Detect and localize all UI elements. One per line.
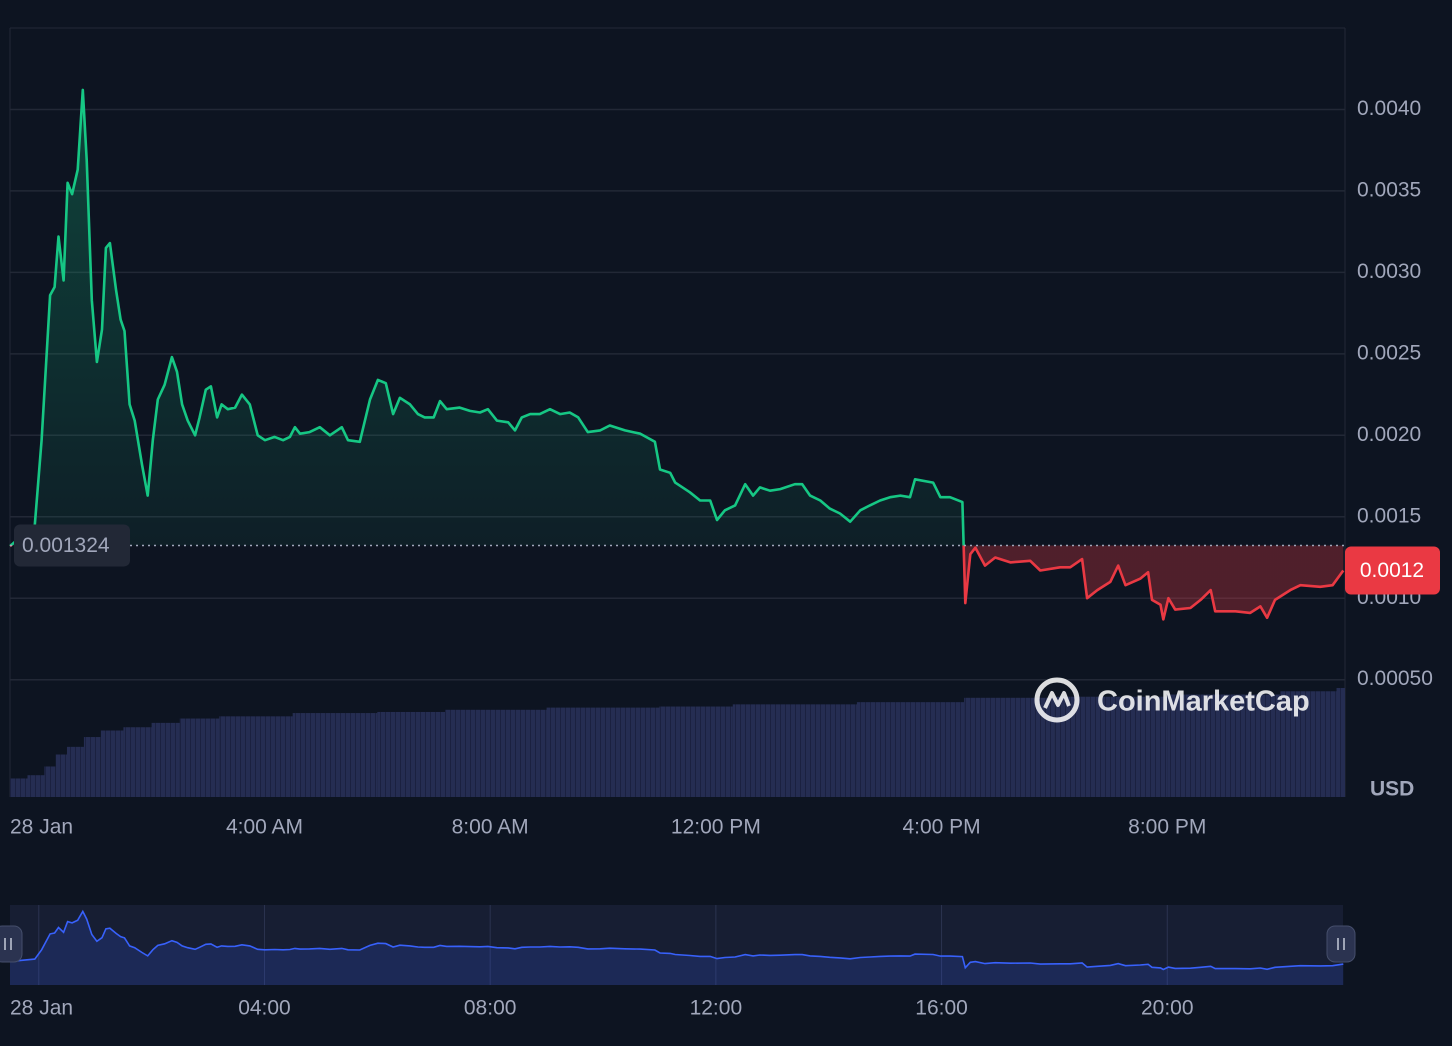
price-line [9,88,1345,621]
navigator-line [9,909,1344,971]
navigator-tick-label: 20:00 [1141,997,1194,1020]
x-tick-label: 4:00 PM [902,816,980,839]
volume-bar [292,713,378,797]
volume-bar [546,707,660,797]
x-tick-label: 8:00 AM [452,816,529,839]
x-tick-label: 12:00 PM [671,816,761,839]
x-tick-label: 8:00 PM [1128,816,1206,839]
volume-bar [964,697,1055,797]
y-tick-label: 0.00050 [1357,667,1433,690]
volume-bar [123,727,152,797]
baseline-label-box [14,524,130,567]
volume-bar [377,711,446,797]
volume-bar [1336,688,1345,797]
currency-label: USD [1370,778,1414,801]
x-tick-label: 4:00 AM [226,816,303,839]
navigator-tick-label: 16:00 [915,997,968,1020]
y-tick-label: 0.0040 [1357,97,1421,120]
y-tick-label: 0.0030 [1357,260,1421,283]
navigator-tick-label: 08:00 [464,997,517,1020]
volume-bar [1167,694,1281,797]
navigator-handle-right[interactable] [1326,925,1356,963]
navigator-handle-right-body [1326,925,1356,963]
navigator-background [10,905,1343,985]
volume-bar [732,704,857,797]
price-area [10,89,1344,620]
volume-bar [10,778,28,797]
y-tick-label: 0.0020 [1357,423,1421,446]
y-tick-label: 0.0015 [1357,504,1421,527]
y-tick-label: 0.0025 [1357,341,1421,364]
price-tag-box [1345,546,1440,595]
volume-bar [179,718,220,797]
volume-bar [100,730,124,797]
brand-logo: CoinMarketCap [1034,677,1310,723]
volume-bar [55,754,67,797]
volume-bar [83,737,101,797]
brand-name: CoinMarketCap [1097,686,1310,718]
navigator-tick-label: 04:00 [238,997,291,1020]
navigator-tick-label: 28 Jan [10,997,73,1020]
volume-bar [151,722,180,797]
volume-bar [219,716,293,797]
volume-bar [659,706,733,797]
navigator-area [10,911,1344,985]
x-tick-label: 28 Jan [10,816,73,839]
baseline-label: 0.001324 [22,534,110,557]
volume-bar [27,775,45,797]
y-tick-label: 0.0035 [1357,178,1421,201]
navigator-tick-label: 12:00 [690,997,743,1020]
volume-bar [66,746,84,797]
price-tag: 0.0012 [1360,559,1424,582]
volume-bar [1280,691,1337,797]
volume-bar [445,709,547,797]
volume-bar [44,766,56,797]
volume-bar [856,702,965,797]
navigator-handle-left[interactable] [0,925,23,963]
